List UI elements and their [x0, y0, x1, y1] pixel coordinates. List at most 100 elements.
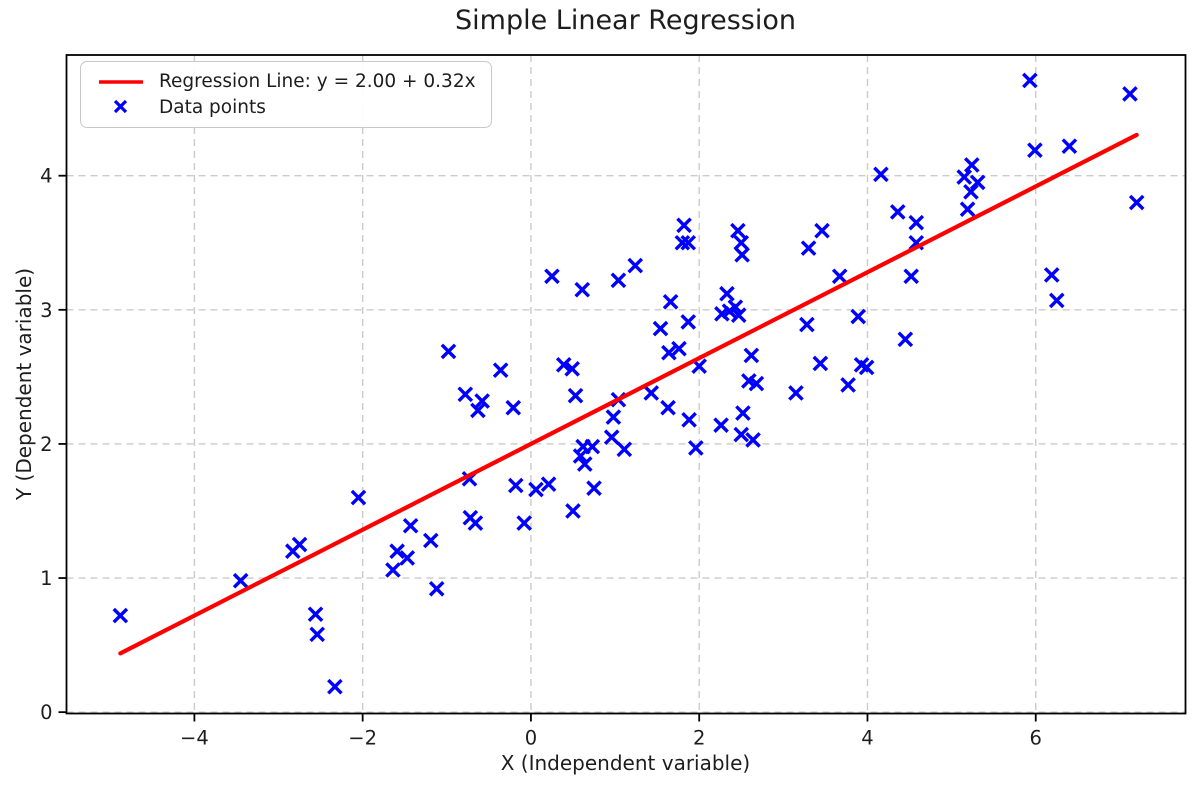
scatter-marker [652, 320, 669, 337]
tick-labels: −4 −2 0 2 4 6 0 1 2 3 4 [40, 165, 1042, 750]
scatter-marker [567, 387, 584, 404]
scatter-marker [603, 429, 620, 446]
x-marker-icon [93, 97, 149, 117]
scatter-marker [574, 281, 591, 298]
y-tick-label: 0 [40, 701, 52, 724]
scatter-marker [385, 562, 401, 578]
y-tick-label: 4 [40, 165, 52, 188]
scatter-marker [814, 222, 830, 239]
scatter-marker [440, 343, 457, 360]
scatter-marker [1061, 138, 1078, 155]
x-tick-label: 0 [525, 727, 537, 750]
scatter-marker [959, 201, 976, 218]
scatter-marker [908, 214, 925, 231]
scatter-marker [681, 411, 697, 428]
x-tick-label: 2 [693, 727, 705, 750]
scatter-marker [674, 234, 691, 251]
scatter-marker [969, 174, 986, 191]
scatter-marker [470, 402, 486, 419]
scatter-marker [309, 626, 326, 643]
scatter-marker [232, 572, 249, 589]
scatter-marker [112, 607, 129, 624]
scatter-marker [680, 314, 697, 330]
scatter-marker [605, 409, 622, 425]
scatter-marker [735, 405, 751, 421]
scatter-marker [897, 331, 914, 348]
scatter-marker [963, 183, 979, 200]
regression-line-icon [93, 72, 149, 92]
scatter-marker [505, 399, 522, 416]
scatter-marker [688, 440, 704, 456]
chart-title: Simple Linear Regression [455, 5, 796, 36]
scatter-marker [730, 307, 747, 323]
scatter-marker [474, 393, 490, 409]
scatter-marker [812, 355, 829, 372]
scatter-marker [676, 217, 692, 234]
scatter-marker [743, 347, 760, 364]
scatter-marker [516, 515, 532, 531]
y-tick-label: 1 [40, 567, 52, 590]
y-tick-label: 3 [40, 299, 52, 322]
scatter-marker [1022, 72, 1038, 89]
scatter-marker [1122, 86, 1138, 102]
scatter-marker [586, 480, 602, 496]
scatter-marker [291, 536, 308, 553]
x-axis-label: X (Independent variable) [500, 751, 751, 775]
scatter-marker [850, 308, 867, 325]
scatter-marker [680, 234, 697, 251]
scatter-marker [565, 503, 581, 519]
scatter-marker [610, 272, 627, 289]
scatter-marker [457, 386, 474, 403]
legend-entry-data-points: Data points [93, 95, 479, 120]
data-points [112, 72, 1145, 695]
scatter-marker [507, 477, 524, 494]
x-tick-label: 4 [861, 727, 873, 750]
scatter-marker [402, 517, 419, 534]
scatter-marker [540, 476, 557, 492]
scatter-marker [671, 340, 687, 357]
scatter-marker [1128, 194, 1145, 211]
scatter-marker [661, 344, 677, 361]
scatter-marker [730, 222, 746, 239]
scatter-marker [564, 361, 580, 377]
scatter-marker [327, 678, 343, 695]
scatter-marker [350, 489, 367, 506]
legend-label-regression-line: Regression Line: y = 2.00 + 0.32x [159, 71, 476, 93]
scatter-marker [627, 257, 644, 274]
scatter-marker [662, 293, 679, 310]
scatter-marker [616, 441, 633, 458]
scatter-marker [467, 515, 484, 531]
scatter-marker [831, 268, 848, 285]
y-tick-label: 2 [40, 433, 52, 456]
scatter-marker [544, 268, 560, 285]
legend-label-data-points: Data points [159, 96, 266, 118]
x-tick-label: 6 [1030, 727, 1042, 750]
scatter-marker [643, 385, 660, 401]
legend: Regression Line: y = 2.00 + 0.32x Data p… [80, 61, 492, 128]
x-tick-label: −4 [180, 727, 209, 750]
scatter-marker [389, 543, 405, 560]
scatter-marker [745, 432, 761, 448]
scatter-marker [584, 438, 601, 455]
regression-line [118, 132, 1139, 656]
scatter-marker [799, 316, 815, 333]
scatter-marker [858, 359, 875, 376]
legend-entry-regression-line: Regression Line: y = 2.00 + 0.32x [93, 69, 479, 94]
axes-spines [65, 54, 1187, 715]
scatter-marker [733, 234, 750, 251]
scatter-marker [555, 357, 572, 373]
scatter-marker [1048, 292, 1065, 309]
y-axis-label: Y (Dependent variable) [12, 267, 36, 501]
x-tick-label: −2 [348, 727, 377, 750]
scatter-marker [713, 417, 729, 433]
scatter-marker [748, 375, 765, 392]
tick-marks [58, 174, 1037, 722]
scatter-marker [889, 204, 906, 220]
scatter-marker [903, 268, 920, 285]
scatter-marker [873, 166, 889, 183]
scatter-marker [963, 157, 980, 173]
scatter-marker [734, 247, 750, 263]
scatter-marker [399, 550, 416, 566]
scatter-marker [719, 285, 735, 302]
